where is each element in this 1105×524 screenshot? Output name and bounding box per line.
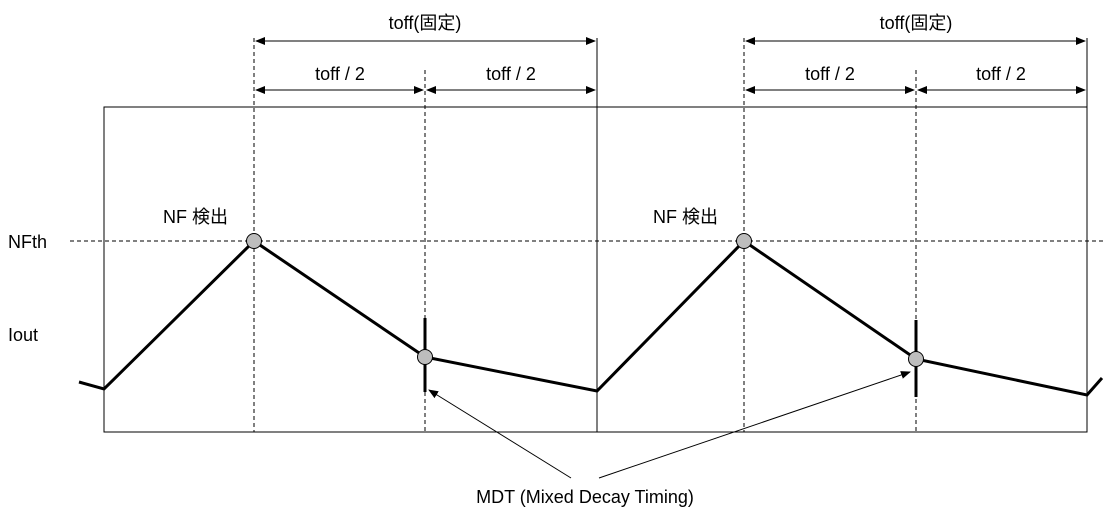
nf-detect-label-1: NF 検出 xyxy=(163,207,228,227)
mdt-marker-2 xyxy=(908,351,924,367)
nf-detect-label-2: NF 検出 xyxy=(653,207,718,227)
toff-half-label-2a: toff / 2 xyxy=(805,64,855,84)
iout-label: Iout xyxy=(8,325,38,345)
mdt-caption: MDT (Mixed Decay Timing) xyxy=(476,487,694,507)
nfth-label: NFth xyxy=(8,232,47,252)
mdt-pointer-arrow-1 xyxy=(428,389,572,479)
toff-half-label-1a: toff / 2 xyxy=(315,64,365,84)
toff-half-label-1b: toff / 2 xyxy=(486,64,536,84)
nf-detect-marker-2 xyxy=(736,233,752,249)
mdt-pointer-arrow-2 xyxy=(598,371,911,479)
plot-frame xyxy=(103,106,1088,433)
nf-detect-marker-1 xyxy=(246,233,262,249)
mdt-marker-1 xyxy=(417,349,433,365)
toff-fixed-label-2: toff(固定) xyxy=(880,13,953,33)
toff-half-label-2b: toff / 2 xyxy=(976,64,1026,84)
iout-waveform xyxy=(78,239,1104,397)
toff-fixed-label-1: toff(固定) xyxy=(389,13,462,33)
